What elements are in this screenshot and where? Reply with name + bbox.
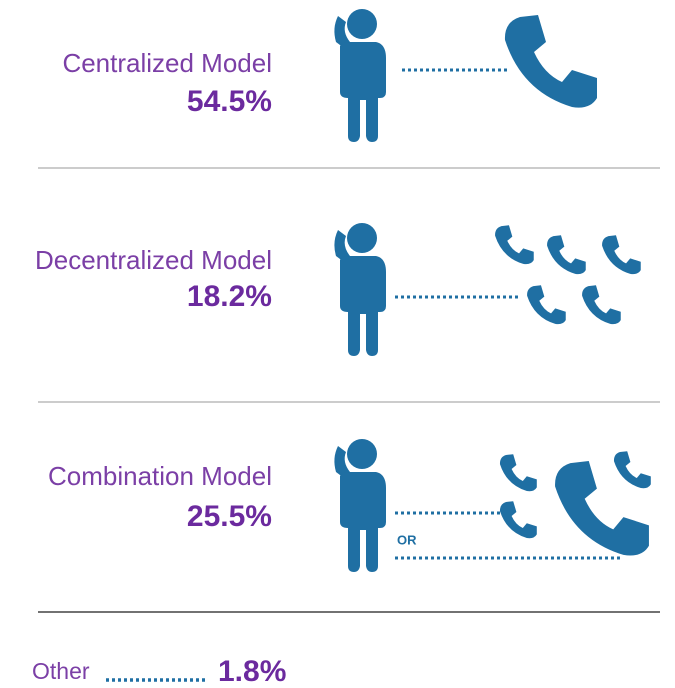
- row-label: Decentralized Model: [35, 245, 272, 275]
- or-label: OR: [397, 532, 417, 547]
- phone-icon: [582, 285, 621, 325]
- phone-icon: [527, 285, 566, 325]
- person-icon: [334, 223, 386, 356]
- phone-icon: [499, 501, 537, 539]
- row-label: Combination Model: [48, 461, 272, 491]
- person-icon: [334, 439, 386, 572]
- row-value: 1.8%: [218, 655, 286, 688]
- row-label: Other: [32, 658, 90, 684]
- row-label: Centralized Model: [62, 48, 272, 78]
- phone-icon: [499, 454, 537, 492]
- phone-icon: [504, 15, 597, 108]
- phone-icon: [602, 235, 641, 275]
- phone-icon: [613, 451, 651, 489]
- phone-icon: [547, 235, 586, 275]
- row-value: 25.5%: [187, 500, 272, 533]
- row-value: 18.2%: [187, 280, 272, 313]
- person-icon: [334, 9, 386, 142]
- phone-icon: [495, 225, 534, 265]
- phone-icon: [555, 461, 649, 556]
- row-value: 54.5%: [187, 85, 272, 118]
